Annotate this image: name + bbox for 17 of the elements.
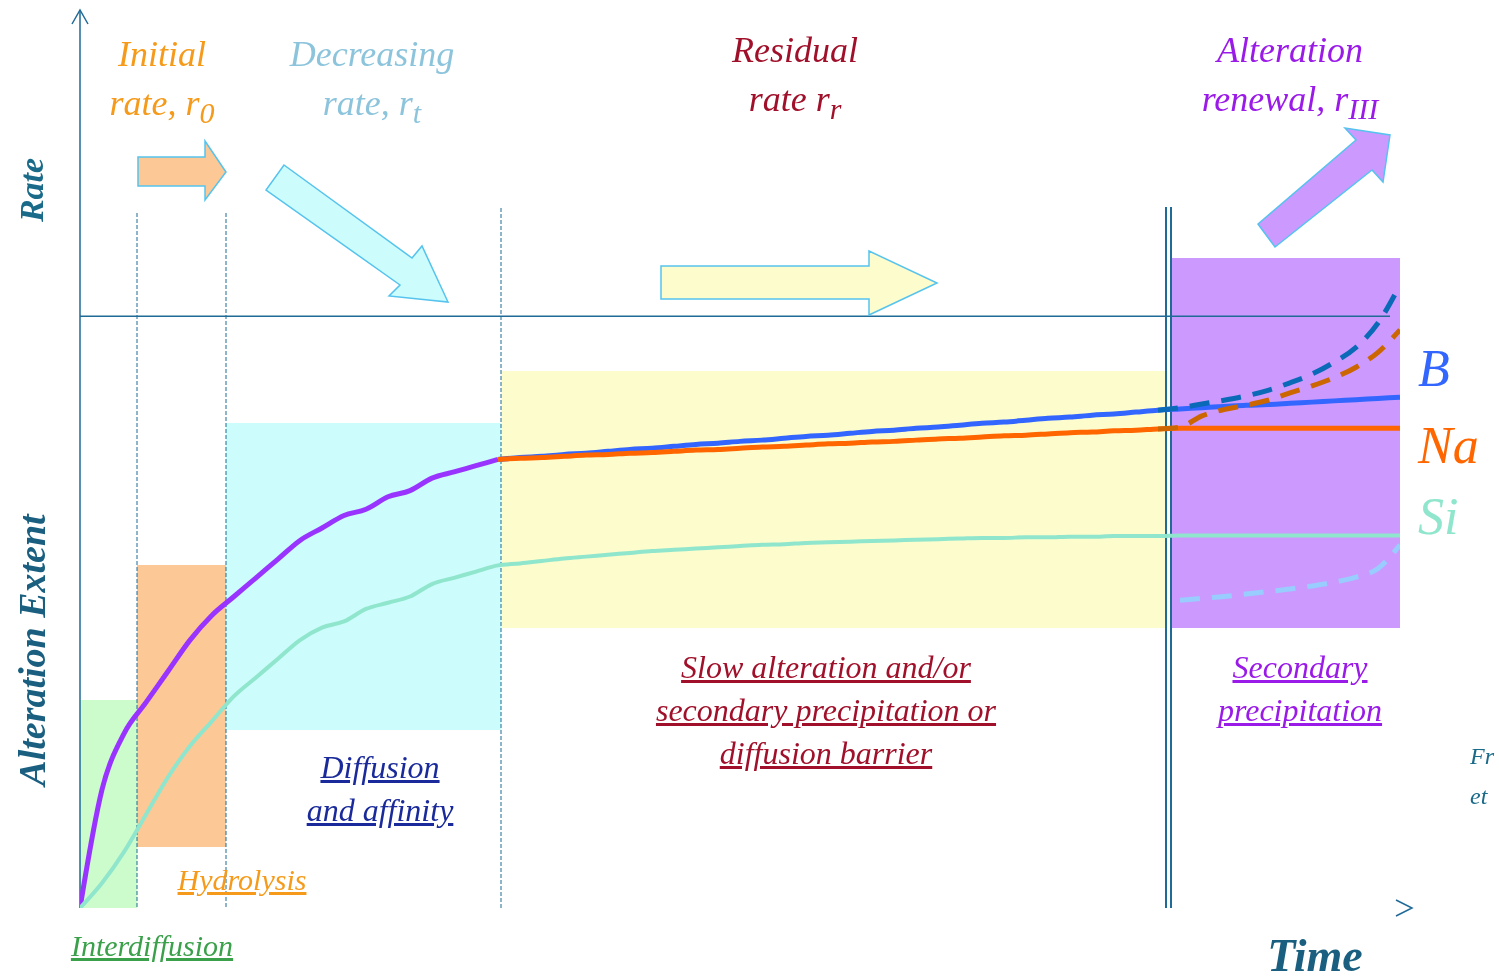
annotation: Diffusion and affinity xyxy=(305,748,455,831)
annotation: Secondary precipitation xyxy=(1215,648,1384,731)
text: Residual rate r$_{r}$ xyxy=(731,29,859,127)
text: Interdiffusion xyxy=(69,928,235,964)
text: Decreasing rate, r$_{t}$ xyxy=(288,33,456,131)
series-label: Na xyxy=(1418,416,1479,477)
text: Initial rate, r$_{0}$ xyxy=(108,33,216,131)
text: Alteration renewal, r$_{III}$ xyxy=(1200,29,1381,127)
series-label: B xyxy=(1418,339,1450,400)
x-axis-title: Time xyxy=(1267,928,1363,976)
text: Rate xyxy=(12,157,52,223)
y-axis-title: Alteration Extent xyxy=(10,514,54,786)
series-label: Si xyxy=(1418,487,1459,548)
annotation: Hydrolysis xyxy=(176,862,308,898)
text: Fr xyxy=(1470,742,1494,771)
text: et xyxy=(1470,782,1488,811)
annotation: Slow alteration and/or secondary precipitation or diffusion barrier xyxy=(654,648,998,774)
